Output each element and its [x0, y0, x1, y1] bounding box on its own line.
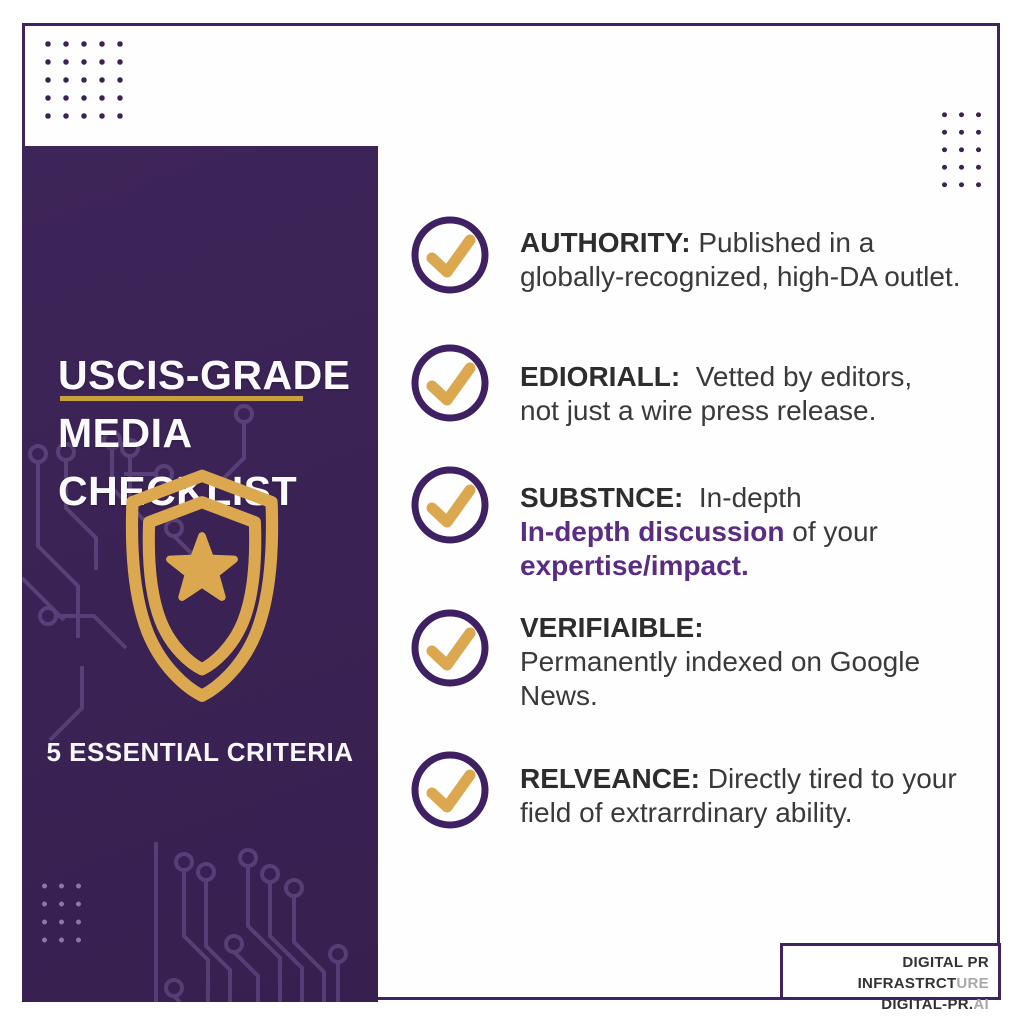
text-segment: of your — [784, 516, 878, 547]
text-segment: EDIORIALL: — [520, 361, 681, 392]
title-line: MEDIA — [58, 410, 193, 456]
text-segment: AUTHORITY: — [520, 227, 691, 258]
checklist-line: field of extrarrdinary ability. — [520, 796, 957, 830]
text-segment: globally-recognized, high-DA outlet. — [520, 261, 961, 292]
shield-star-icon — [108, 460, 296, 704]
brand-badge: DIGITAL PR INFRASTRCTURE DIGITAL-PR.AI — [780, 943, 1001, 1013]
badge-text: DIGITAL PR INFRASTRCT — [857, 954, 989, 992]
star-icon — [166, 532, 238, 601]
text-segment: In-depth — [683, 482, 802, 513]
title-underline — [60, 396, 303, 401]
badge-text: DIGITAL-PR. — [881, 996, 974, 1013]
checklist-text: RELVEANCE: Directly tired to your field o… — [520, 762, 957, 830]
text-segment: Permanently indexed on Google — [520, 646, 921, 677]
text-segment: News. — [520, 680, 598, 711]
checkmark-icon — [411, 344, 489, 422]
text-segment: In-depth discussion — [520, 516, 785, 547]
brand-badge-line1: DIGITAL PR INFRASTRCTURE — [783, 952, 989, 994]
checklist-line: News. — [520, 679, 920, 713]
text-segment: field of extrarrdinary ability. — [520, 797, 853, 828]
dots-pattern-top-left — [39, 35, 131, 127]
text-segment: SUBSTNCE: — [520, 482, 684, 513]
checklist-line: Permanently indexed on Google — [520, 645, 920, 679]
checklist-item: SUBSTNCE: In-depth In-depth discussion of… — [410, 465, 878, 583]
title-line: USCIS-GRADE — [58, 352, 351, 398]
brand-badge-line2: DIGITAL-PR.AI — [783, 994, 989, 1015]
checklist-item: RELVEANCE: Directly tired to your field o… — [410, 750, 957, 830]
checklist-text: VERIFIAIBLE: Permanently indexed on Googl… — [520, 611, 920, 713]
dots-pattern-bottom-left — [36, 877, 90, 947]
text-segment: RELVEANCE: — [520, 763, 700, 794]
checklist-line: AUTHORITY: Published in a — [520, 226, 960, 260]
checklist-text: AUTHORITY: Published in a globally-recogn… — [520, 226, 960, 294]
checkmark-icon — [411, 216, 489, 294]
checklist-line: RELVEANCE: Directly tired to your — [520, 762, 957, 796]
checklist-line: not just a wire press release. — [520, 394, 912, 428]
badge-text-faded: AI — [973, 996, 989, 1013]
checklist-text: EDIORIALL: Vetted by editors, not just a … — [520, 360, 912, 428]
text-segment: Directly tired to your — [699, 763, 957, 794]
text-segment: Vetted by editors, — [680, 361, 913, 392]
checkmark-icon — [411, 609, 489, 687]
text-segment: not just a wire press release. — [520, 395, 877, 426]
checkmark-icon — [411, 751, 489, 829]
checklist-line: VERIFIAIBLE: — [520, 611, 920, 645]
checklist-line: In-depth discussion of your — [520, 515, 878, 549]
checklist-item: AUTHORITY: Published in a globally-recogn… — [410, 215, 960, 295]
checklist-item: EDIORIALL: Vetted by editors, not just a … — [410, 343, 912, 428]
checklist-line: SUBSTNCE: In-depth — [520, 481, 878, 515]
sidebar-panel: USCIS-GRADE MEDIA CHECKLIST 5 ESSENTIAL … — [22, 146, 378, 1002]
dots-pattern-top-right — [936, 106, 988, 194]
checklist-line: expertise/impact. — [520, 549, 878, 583]
checklist-line: EDIORIALL: Vetted by editors, — [520, 360, 912, 394]
checkmark-icon — [411, 466, 489, 544]
criteria-count-label: 5 ESSENTIAL CRITERIA — [46, 737, 354, 767]
checklist-line: globally-recognized, high-DA outlet. — [520, 260, 960, 294]
text-segment: expertise/impact. — [520, 550, 749, 581]
badge-text-faded: URE — [956, 975, 989, 992]
checklist-item: VERIFIAIBLE: Permanently indexed on Googl… — [410, 608, 920, 713]
checklist-text: SUBSTNCE: In-depth In-depth discussion of… — [520, 481, 878, 583]
text-segment: Published in a — [690, 227, 875, 258]
text-segment: VERIFIAIBLE: — [520, 612, 704, 643]
